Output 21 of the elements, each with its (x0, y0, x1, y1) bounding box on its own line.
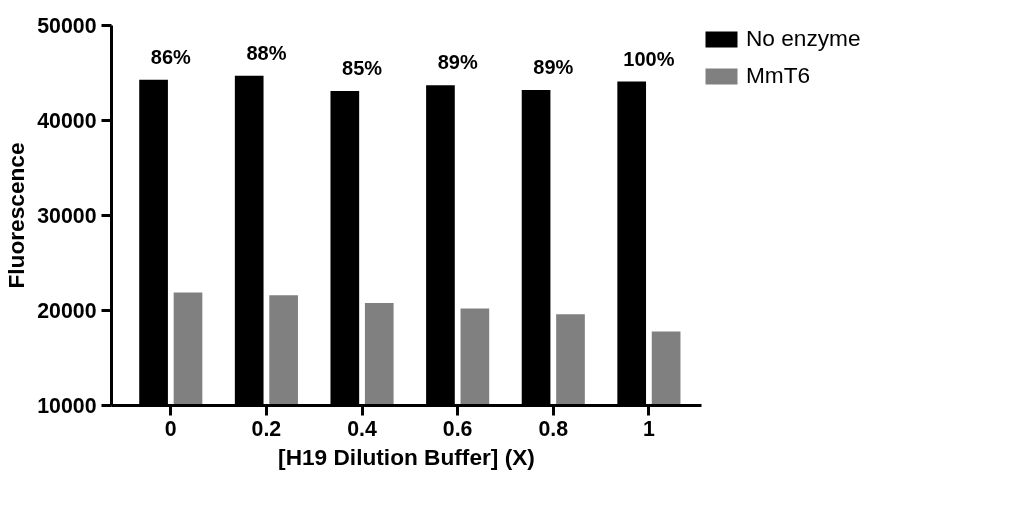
x-tick-label: 1 (642, 416, 655, 441)
annotation: 88% (246, 41, 287, 64)
y-tick-label: 20000 (37, 299, 97, 323)
x-axis-title: [H19 Dilution Buffer] (X) (278, 443, 535, 470)
annotation: 100% (623, 47, 675, 70)
x-tick-label: 0 (164, 416, 177, 441)
y-axis-title: Fluorescence (3, 142, 30, 289)
y-tick-label: 40000 (37, 109, 97, 133)
annotation: 89% (437, 51, 478, 74)
x-tick-label: 0.8 (538, 416, 569, 441)
legend-label: No enzyme (746, 25, 861, 52)
legend-label: MmT6 (746, 62, 811, 89)
x-tick-label: 0.2 (251, 416, 282, 441)
x-tick-label: 0.4 (347, 416, 377, 441)
annotation: 85% (342, 57, 383, 80)
x-tick-label: 0.6 (442, 416, 473, 441)
y-tick-label: 50000 (37, 14, 97, 38)
y-tick-label: 30000 (37, 204, 97, 228)
annotation: 89% (533, 56, 574, 79)
annotation: 86% (150, 45, 192, 68)
y-tick-label: 10000 (37, 394, 97, 418)
